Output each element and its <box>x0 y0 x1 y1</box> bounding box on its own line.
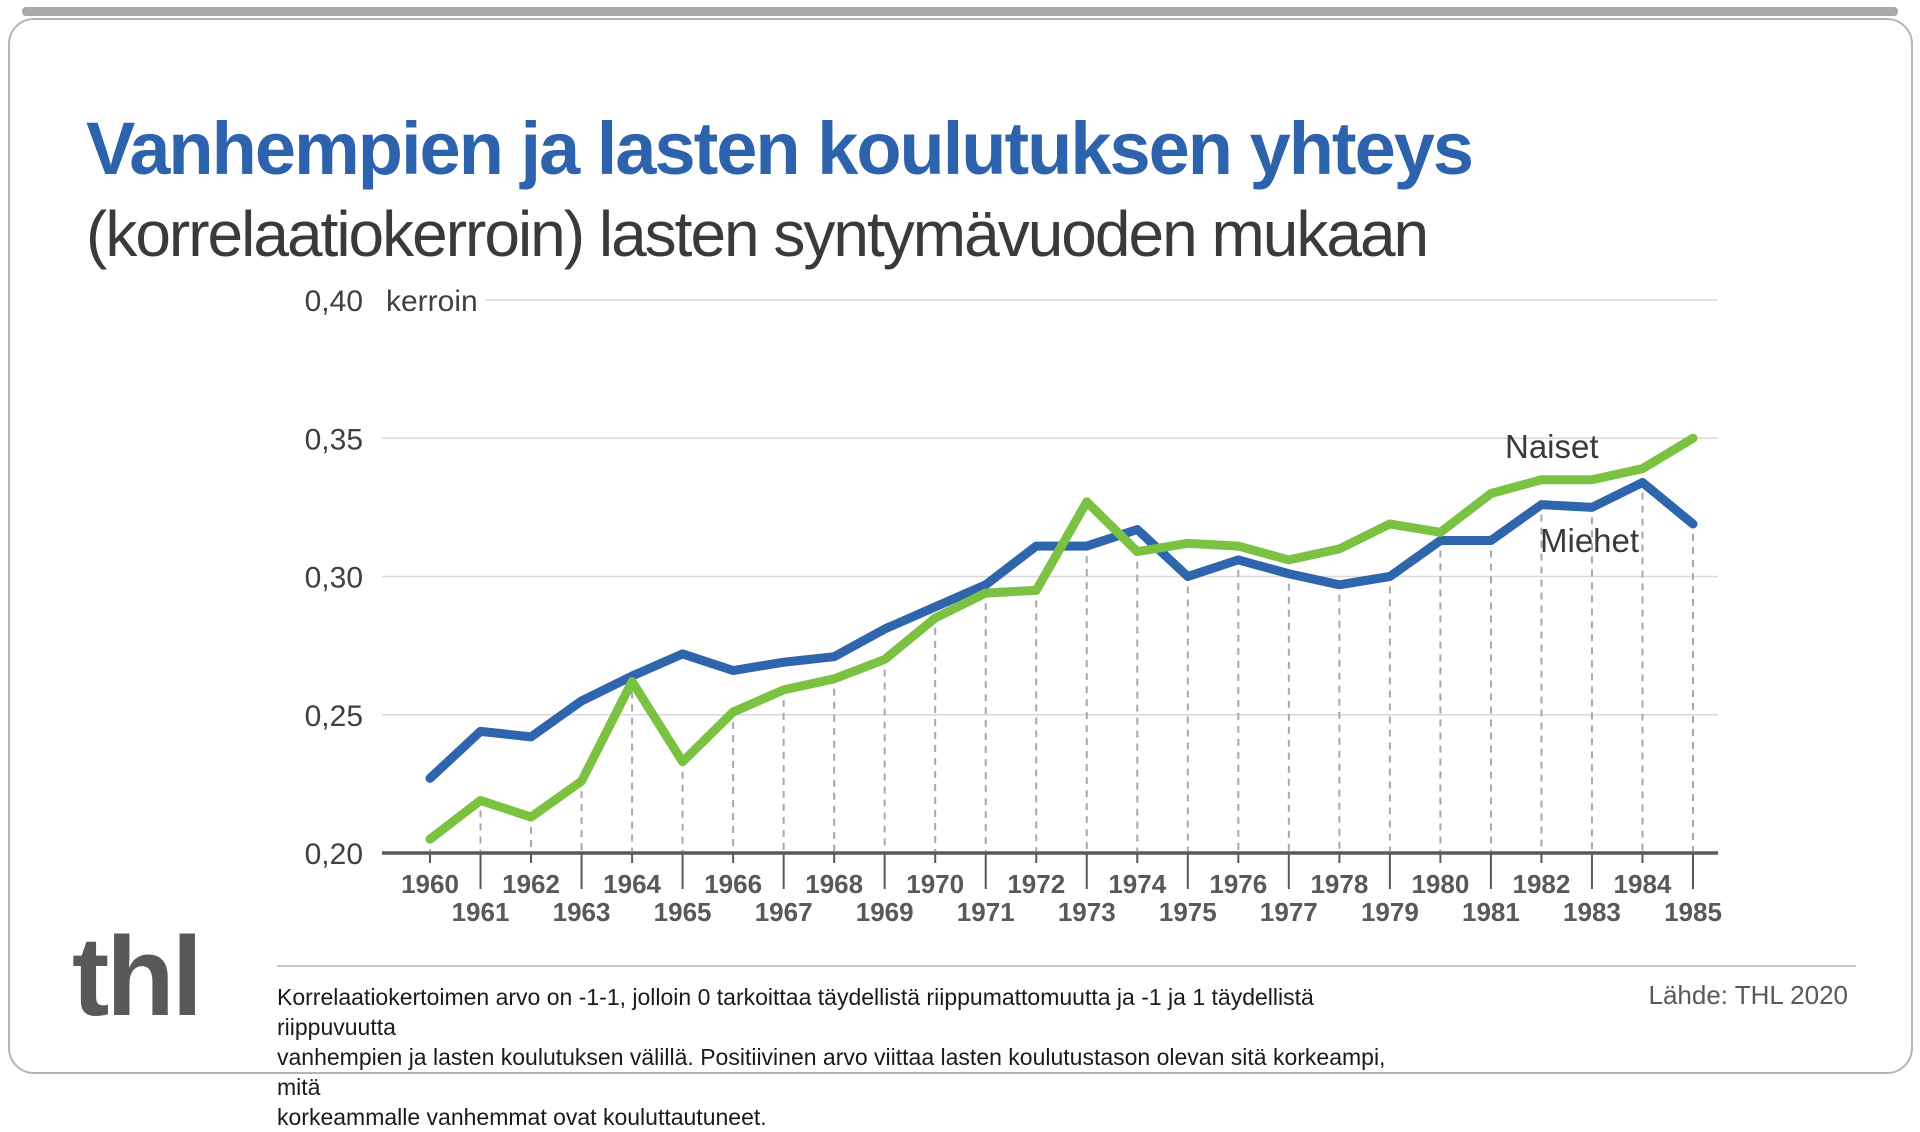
footnote: Korrelaatiokertoimen arvo on -1-1, jollo… <box>277 982 1417 1132</box>
x-tick-label: 1979 <box>1361 897 1419 927</box>
x-tick-label: 1963 <box>553 897 611 927</box>
x-tick-label: 1972 <box>1007 869 1065 899</box>
footnote-line-1: Korrelaatiokertoimen arvo on -1-1, jollo… <box>277 984 1314 1040</box>
x-tick-label: 1980 <box>1411 869 1469 899</box>
x-tick-label: 1984 <box>1614 869 1672 899</box>
x-tick-label: 1981 <box>1462 897 1520 927</box>
y-tick-label: 0,20 <box>305 838 363 871</box>
source-label: Lähde: THL 2020 <box>1648 980 1849 1010</box>
x-tick-label: 1967 <box>755 897 813 927</box>
footer-divider <box>277 965 1856 967</box>
x-tick-label: 1960 <box>401 869 459 899</box>
y-tick-label: 0,30 <box>305 562 363 595</box>
x-tick-label: 1974 <box>1108 869 1166 899</box>
x-tick-label: 1962 <box>502 869 560 899</box>
x-tick-label: 1975 <box>1159 897 1217 927</box>
y-tick-label: 0,25 <box>305 700 363 733</box>
x-tick-label: 1968 <box>805 869 863 899</box>
x-tick-label: 1969 <box>856 897 914 927</box>
page-title: Vanhempien ja lasten koulutuksen yhteys <box>86 106 1474 190</box>
x-tick-label: 1965 <box>654 897 712 927</box>
x-tick-label: 1966 <box>704 869 762 899</box>
page-subtitle: (korrelaatiokerroin) lasten syntymävuode… <box>86 198 1429 271</box>
footnote-line-3: korkeammalle vanhemmat ovat kouluttautun… <box>277 1104 767 1130</box>
x-tick-label: 1970 <box>906 869 964 899</box>
x-tick-label: 1977 <box>1260 897 1318 927</box>
x-tick-label: 1971 <box>957 897 1015 927</box>
x-tick-label: 1978 <box>1310 869 1368 899</box>
thl-logo: thl <box>72 914 203 1039</box>
x-tick-label: 1964 <box>603 869 661 899</box>
x-tick-label: 1976 <box>1209 869 1267 899</box>
legend-miehet: Miehet <box>1540 522 1640 559</box>
x-tick-label: 1982 <box>1513 869 1571 899</box>
series-line-naiset <box>425 433 1698 844</box>
footnote-line-2: vanhempien ja lasten koulutuksen välillä… <box>277 1044 1386 1100</box>
x-tick-label: 1961 <box>452 897 510 927</box>
legend-naiset: Naiset <box>1505 428 1599 465</box>
x-tick-label: 1973 <box>1058 897 1116 927</box>
x-tick-label: 1985 <box>1664 897 1722 927</box>
card-border <box>8 18 1913 1074</box>
x-tick-label: 1983 <box>1563 897 1621 927</box>
series-line-miehet <box>425 477 1698 783</box>
line-chart: 0,40 kerroin0,350,300,250,201960196119621… <box>305 285 1722 927</box>
y-tick-label: 0,35 <box>305 423 363 456</box>
top-accent-bar <box>22 7 1898 16</box>
y-tick-label: 0,40 <box>305 285 363 318</box>
y-axis-unit-label: kerroin <box>386 285 478 318</box>
